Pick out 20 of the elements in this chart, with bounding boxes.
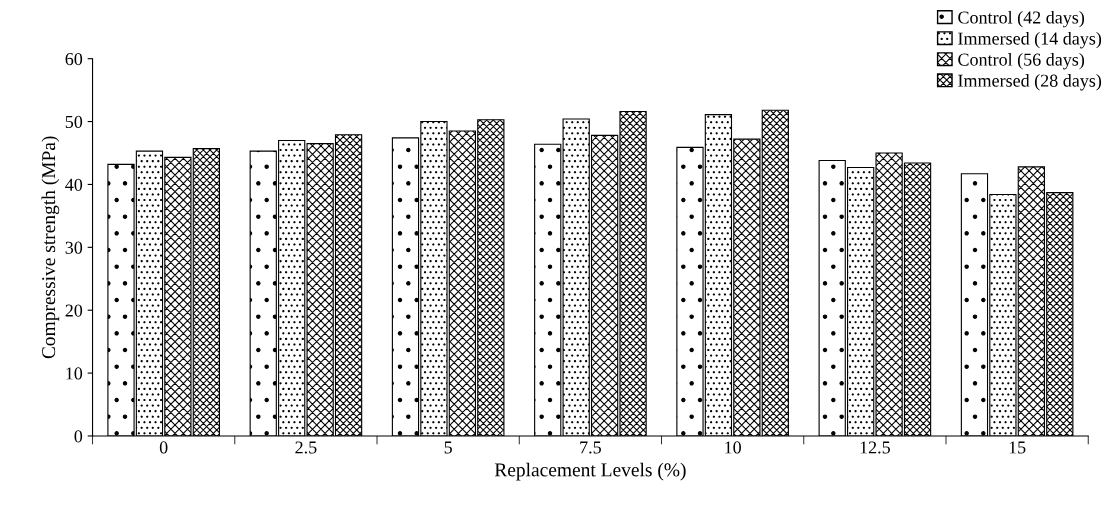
y-tick-label: 10 xyxy=(66,367,83,380)
legend-label: Control (42 days) xyxy=(958,10,1085,28)
y-tick-label: 20 xyxy=(65,304,83,317)
y-tick-label: 30 xyxy=(65,241,83,254)
x-tick-label: 7.5 xyxy=(580,441,601,454)
y-axis-title: Compressive strength (MPa) xyxy=(41,136,60,359)
legend-label: Immersed (14 days) xyxy=(958,31,1102,49)
y-tick-label: 50 xyxy=(65,115,83,129)
legend-label: Control (56 days) xyxy=(958,53,1085,70)
y-tick-label: 60 xyxy=(65,52,83,66)
y-tick-label: 0 xyxy=(74,430,83,443)
legend-label: Immersed (28 days) xyxy=(958,74,1102,91)
x-tick-label: 15 xyxy=(1009,441,1026,454)
x-tick-label: 0 xyxy=(159,441,168,454)
x-tick-label: 10 xyxy=(725,441,741,454)
x-axis-title: Replacement Levels (%) xyxy=(494,462,686,481)
x-tick-label: 12.5 xyxy=(860,441,890,454)
x-tick-label: 2.5 xyxy=(295,441,317,454)
x-tick-label: 5 xyxy=(444,441,452,454)
y-tick-label: 40 xyxy=(65,178,83,191)
